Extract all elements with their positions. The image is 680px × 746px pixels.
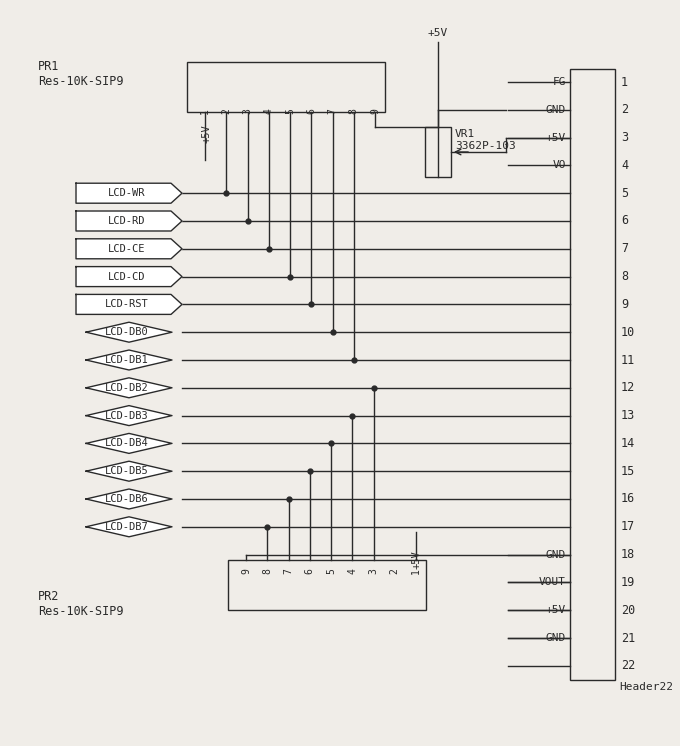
Text: 15: 15 [621, 465, 635, 477]
Polygon shape [86, 517, 172, 537]
Text: LCD-DB0: LCD-DB0 [105, 327, 149, 337]
Text: 20: 20 [621, 604, 635, 617]
Text: 4: 4 [264, 108, 274, 114]
Text: 1: 1 [200, 108, 210, 114]
Text: 8: 8 [262, 568, 272, 574]
Text: 4: 4 [347, 568, 357, 574]
Text: LCD-DB1: LCD-DB1 [105, 355, 149, 365]
Text: 6: 6 [621, 215, 628, 228]
Text: LCD-DB7: LCD-DB7 [105, 521, 149, 532]
Polygon shape [86, 377, 172, 398]
Text: 8: 8 [349, 108, 359, 114]
Text: 9: 9 [241, 568, 251, 574]
Text: 6: 6 [305, 568, 315, 574]
Text: Header22: Header22 [619, 683, 673, 692]
Polygon shape [76, 211, 182, 231]
Text: LCD-RST: LCD-RST [105, 299, 149, 310]
Text: 3: 3 [243, 108, 252, 114]
Text: GND: GND [546, 633, 566, 643]
Text: LCD-DB5: LCD-DB5 [105, 466, 149, 476]
Text: LCD-CD: LCD-CD [108, 272, 146, 281]
Text: 9: 9 [621, 298, 628, 311]
Text: 4: 4 [621, 159, 628, 172]
Text: +5V: +5V [201, 124, 211, 142]
Polygon shape [76, 295, 182, 314]
Text: 3: 3 [621, 131, 628, 144]
Bar [187, 62, 385, 112]
Polygon shape [86, 322, 172, 342]
Text: 16: 16 [621, 492, 635, 506]
Text: 3: 3 [369, 568, 379, 574]
Text: 5: 5 [326, 568, 336, 574]
Text: 1: 1 [621, 75, 628, 89]
Text: 2: 2 [390, 568, 400, 574]
Text: 21: 21 [621, 632, 635, 645]
Bar [228, 560, 426, 610]
Polygon shape [86, 489, 172, 509]
Polygon shape [86, 433, 172, 454]
Polygon shape [76, 184, 182, 203]
Text: GND: GND [546, 550, 566, 560]
Bar [425, 127, 451, 177]
Text: VO: VO [552, 160, 566, 170]
Bar [570, 69, 615, 680]
Text: LCD-DB4: LCD-DB4 [105, 439, 149, 448]
Text: 10: 10 [621, 326, 635, 339]
Text: 7: 7 [284, 568, 294, 574]
Text: 2: 2 [621, 103, 628, 116]
Text: GND: GND [546, 104, 566, 115]
Text: 18: 18 [621, 548, 635, 561]
Text: PR2
Res-10K-SIP9: PR2 Res-10K-SIP9 [38, 590, 124, 618]
Text: 22: 22 [621, 659, 635, 672]
Text: LCD-DB2: LCD-DB2 [105, 383, 149, 393]
Text: LCD-RD: LCD-RD [108, 216, 146, 226]
Text: PR1
Res-10K-SIP9: PR1 Res-10K-SIP9 [38, 60, 124, 88]
Text: 19: 19 [621, 576, 635, 589]
Text: 13: 13 [621, 409, 635, 422]
Polygon shape [86, 461, 172, 481]
Polygon shape [76, 239, 182, 259]
Text: 7: 7 [328, 108, 337, 114]
Text: VOUT: VOUT [539, 577, 566, 587]
Text: 5: 5 [285, 108, 295, 114]
Text: +5V: +5V [428, 28, 448, 38]
Text: +5V: +5V [546, 133, 566, 142]
Polygon shape [86, 350, 172, 370]
Text: 1: 1 [411, 568, 421, 574]
Text: 11: 11 [621, 354, 635, 366]
Polygon shape [76, 266, 182, 286]
Text: LCD-CE: LCD-CE [108, 244, 146, 254]
Text: 7: 7 [621, 242, 628, 255]
Text: 6: 6 [306, 108, 316, 114]
Text: LCD-DB6: LCD-DB6 [105, 494, 149, 504]
Text: FG: FG [552, 77, 566, 87]
Text: VR1
3362P-103: VR1 3362P-103 [455, 129, 515, 151]
Text: LCD-WR: LCD-WR [108, 188, 146, 198]
Text: 5: 5 [621, 186, 628, 200]
Text: +5V: +5V [546, 605, 566, 615]
Text: 9: 9 [370, 108, 380, 114]
Polygon shape [86, 406, 172, 426]
Text: 8: 8 [621, 270, 628, 283]
Text: LCD-DB3: LCD-DB3 [105, 410, 149, 421]
Text: 2: 2 [221, 108, 231, 114]
Text: 17: 17 [621, 520, 635, 533]
Text: 12: 12 [621, 381, 635, 395]
Text: 14: 14 [621, 437, 635, 450]
Text: +5V: +5V [412, 550, 422, 568]
